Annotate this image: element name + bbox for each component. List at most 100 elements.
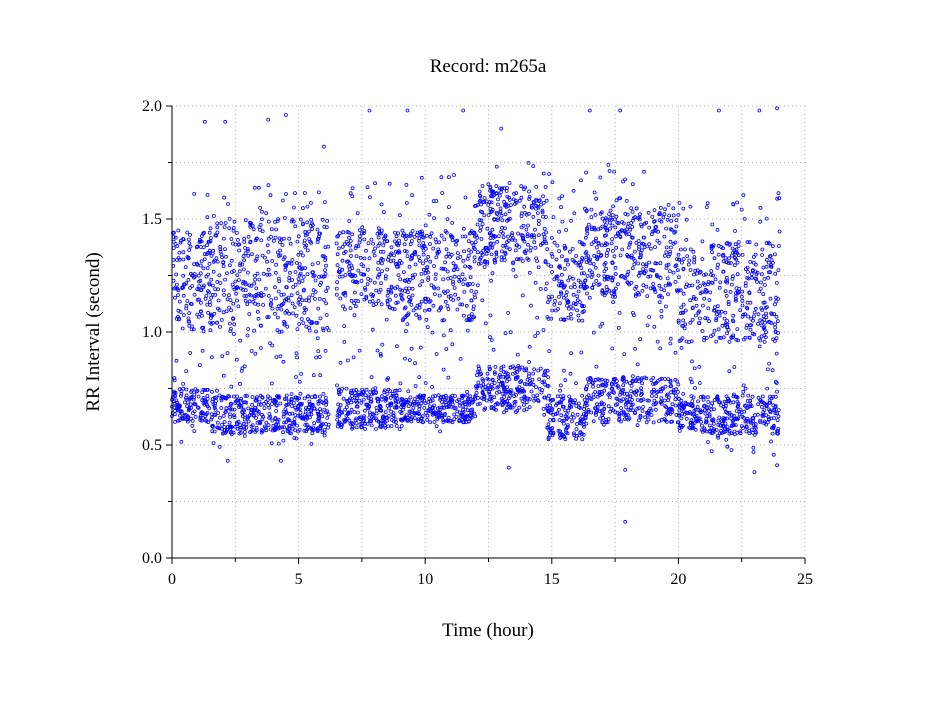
data-point [441,318,446,323]
data-point [478,198,483,203]
data-point [565,298,570,303]
data-point [657,283,662,288]
data-point [706,395,710,400]
data-point [242,364,247,369]
data-point [660,386,665,391]
data-point [529,245,533,250]
data-point [359,292,364,297]
data-point [460,410,465,415]
data-point [737,412,742,417]
data-point [376,226,381,231]
data-point [257,277,262,282]
data-point [690,283,695,288]
data-point [698,269,703,274]
data-point [465,256,470,261]
data-point [584,421,589,426]
data-point [569,285,573,290]
data-point [421,248,426,253]
data-point [346,241,351,246]
data-point [709,449,714,454]
data-point [726,396,730,401]
data-point [305,248,310,253]
data-point [635,362,640,367]
data-point [756,395,761,400]
data-point [546,262,551,267]
data-point [673,279,678,284]
data-point [224,309,229,314]
data-point [547,172,551,176]
data-point [516,231,520,236]
data-point [362,229,367,233]
data-point [463,195,468,200]
data-point [671,270,676,275]
data-point [485,259,490,264]
data-point [745,399,750,403]
data-point [496,375,501,380]
data-point [364,387,369,392]
data-point [554,276,559,281]
data-point [648,406,653,411]
data-point [219,221,224,226]
data-point [266,236,271,241]
data-point [741,415,746,420]
data-point [490,207,495,212]
data-point [453,292,458,297]
data-point [759,280,763,285]
data-point [542,412,547,417]
data-point [392,307,397,312]
data-point [187,323,192,328]
data-point [243,280,248,285]
data-point [268,193,273,198]
data-point [513,248,518,253]
data-point [689,394,694,399]
data-point [711,417,716,422]
data-point [284,420,288,425]
data-point [207,230,212,235]
data-point [255,271,260,276]
data-point [258,402,263,407]
data-point [587,380,591,385]
data-point [529,233,534,238]
data-point [523,251,528,256]
data-point [570,246,575,251]
data-point [326,412,331,417]
data-point [549,411,553,415]
data-point [684,217,689,222]
data-point [759,306,764,311]
data-point [507,181,512,185]
data-point [614,198,619,203]
data-point [496,202,500,207]
data-point [489,398,494,403]
data-point [191,327,196,332]
data-point [335,280,340,285]
data-point [533,245,538,250]
data-point [204,293,209,298]
data-point [741,337,746,342]
data-point [682,326,687,331]
data-point [554,403,558,408]
data-point [592,225,597,230]
data-point [605,379,610,383]
data-point [573,398,577,403]
data-point [684,402,688,406]
data-point [238,338,243,343]
data-point [747,290,752,295]
data-point [490,227,495,232]
data-point [342,417,347,422]
data-point [666,262,671,267]
data-point [515,408,519,413]
data-point [435,417,440,421]
data-point [218,244,223,249]
data-point [385,267,390,272]
data-point [290,411,295,416]
data-point [188,271,193,276]
data-point [299,371,304,376]
data-point [215,225,220,230]
data-point [310,262,315,267]
data-point [475,283,480,288]
data-point [417,407,422,412]
data-point [290,301,295,306]
data-point [316,419,320,423]
data-point [744,267,748,272]
data-point [647,260,652,265]
